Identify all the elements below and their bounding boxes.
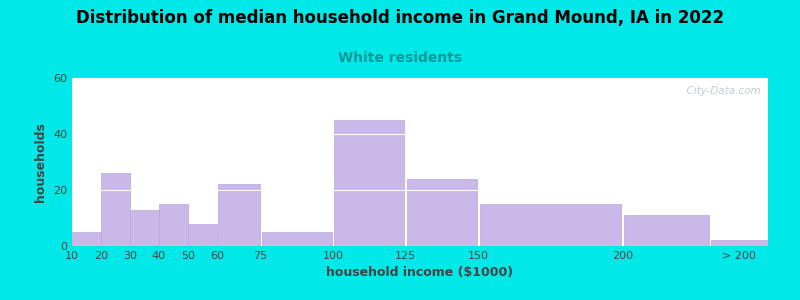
X-axis label: household income ($1000): household income ($1000) <box>326 266 514 279</box>
Y-axis label: households: households <box>34 122 47 202</box>
Bar <box>480 204 621 246</box>
Bar <box>711 240 767 246</box>
Bar <box>73 232 101 246</box>
Bar <box>334 120 405 246</box>
Text: City-Data.com: City-Data.com <box>681 86 761 96</box>
Bar <box>102 173 130 246</box>
Bar <box>189 224 217 246</box>
Bar <box>159 204 187 246</box>
Bar <box>218 184 260 246</box>
Bar <box>262 232 332 246</box>
Bar <box>624 215 709 246</box>
Bar <box>130 210 158 246</box>
Bar <box>406 179 477 246</box>
Text: White residents: White residents <box>338 51 462 65</box>
Text: Distribution of median household income in Grand Mound, IA in 2022: Distribution of median household income … <box>76 9 724 27</box>
